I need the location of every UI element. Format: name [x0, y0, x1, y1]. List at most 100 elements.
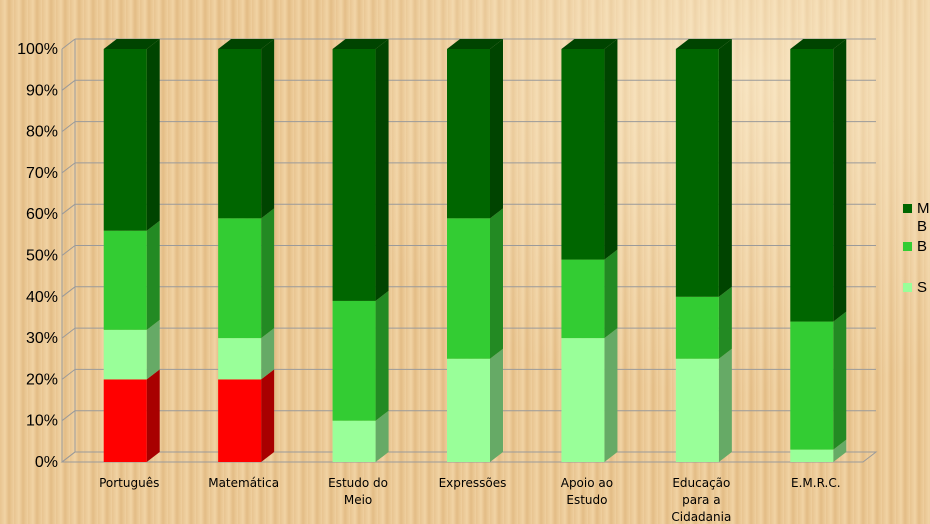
bar-segment	[675, 39, 732, 297]
bar-segment	[447, 348, 503, 462]
x-category-label: Educação para a Cidadania	[671, 476, 731, 524]
bar-side	[490, 348, 503, 462]
bar-side	[833, 439, 847, 462]
bar-segment	[790, 439, 847, 462]
gridline-depth	[61, 451, 76, 463]
y-tick-label: 90%	[26, 82, 58, 99]
bar-front	[103, 329, 147, 380]
bar-front	[332, 300, 376, 421]
bar-segment	[790, 311, 847, 450]
x-category-label: Estudo do Meio	[328, 476, 388, 507]
x-category-label: Português	[99, 476, 159, 490]
bar-side	[146, 39, 160, 231]
y-tick-label: 20%	[26, 371, 58, 388]
gridline-depth	[61, 79, 76, 91]
bar-front	[332, 49, 376, 301]
bar-front	[790, 321, 834, 450]
bar-segment	[103, 319, 160, 380]
bar-front	[790, 449, 834, 462]
bar-side	[718, 286, 732, 359]
bar-side	[146, 220, 160, 330]
bar-front	[447, 49, 490, 219]
legend-swatch	[903, 204, 912, 213]
bar-side	[146, 369, 160, 462]
bar-front	[675, 296, 719, 359]
bar-front	[675, 49, 719, 297]
bar-segment	[675, 348, 732, 462]
y-tick-label: 70%	[26, 165, 58, 182]
bar-side	[604, 249, 618, 339]
bar-segment	[447, 208, 503, 359]
gridline-depth	[61, 327, 76, 339]
legend-item: B	[903, 238, 927, 255]
bar-front	[103, 230, 147, 330]
legend-label: S	[917, 279, 927, 296]
bar-side	[261, 369, 275, 462]
bar-front	[218, 379, 262, 462]
bar-side	[490, 208, 503, 359]
bar-top	[675, 39, 732, 49]
gridline-depth	[61, 162, 76, 174]
bar-front	[218, 218, 262, 339]
x-category-label: Matemática	[208, 476, 279, 490]
bar-top	[790, 39, 847, 49]
bar-front	[103, 379, 147, 462]
x-category-label: E.M.R.C.	[791, 476, 840, 490]
legend-item: S	[903, 279, 927, 296]
bar-top	[332, 39, 389, 49]
bar-segment	[332, 410, 389, 462]
gridline-depth	[61, 38, 76, 50]
bar-side	[146, 319, 160, 380]
bar-top	[561, 39, 618, 49]
bar-front	[790, 49, 834, 322]
x-category-label: Expressões	[439, 476, 507, 490]
gridline-depth	[61, 286, 76, 298]
y-axis-ticks: 0% 10% 20% 30% 40% 50% 60% 70% 80% 90% 100%	[17, 41, 58, 471]
y-tick-label: 0%	[35, 454, 58, 471]
bar-side	[604, 39, 618, 260]
legend-swatch	[903, 283, 912, 292]
legend-swatch	[903, 242, 912, 251]
bar-front	[447, 358, 490, 462]
bar-segment	[103, 220, 160, 330]
x-category-label: Apoio ao Estudo	[561, 476, 613, 507]
bar-front	[332, 420, 376, 462]
bar-front	[218, 49, 262, 219]
gridline-depth	[61, 121, 76, 132]
bar-segment	[447, 39, 503, 219]
bar-segment	[218, 208, 275, 339]
y-tick-label: 80%	[26, 124, 58, 141]
gridline-depth	[61, 369, 76, 380]
bar-side	[375, 39, 389, 301]
bar-segment	[675, 286, 732, 359]
y-tick-label: 10%	[26, 413, 58, 430]
x-axis-categories: Português Matemática Estudo do Meio Expressõ…	[99, 476, 840, 524]
y-tick-label: 60%	[26, 206, 58, 223]
bar-side	[718, 39, 732, 297]
bar-segment	[561, 249, 618, 339]
bar-side	[261, 39, 275, 219]
bar-side	[261, 328, 275, 380]
legend: M B B S	[903, 200, 930, 296]
bar-segment	[218, 328, 275, 380]
bar-segment	[103, 39, 160, 231]
bar-segment	[332, 290, 389, 421]
bar-front	[447, 218, 490, 359]
bar-segment	[332, 39, 389, 301]
legend-label: B	[917, 238, 927, 255]
bar-side	[833, 39, 847, 322]
y-tick-label: 100%	[17, 41, 58, 58]
bar-segment	[790, 39, 847, 322]
bar-front	[561, 338, 605, 462]
bar-side	[604, 328, 618, 462]
gridline-depth	[61, 410, 76, 422]
y-tick-label: 50%	[26, 248, 58, 265]
bar-segment	[218, 39, 275, 219]
bar-side	[375, 290, 389, 421]
gridline-depth	[61, 203, 76, 215]
bar-segment	[561, 39, 618, 260]
bar-top	[218, 39, 275, 49]
